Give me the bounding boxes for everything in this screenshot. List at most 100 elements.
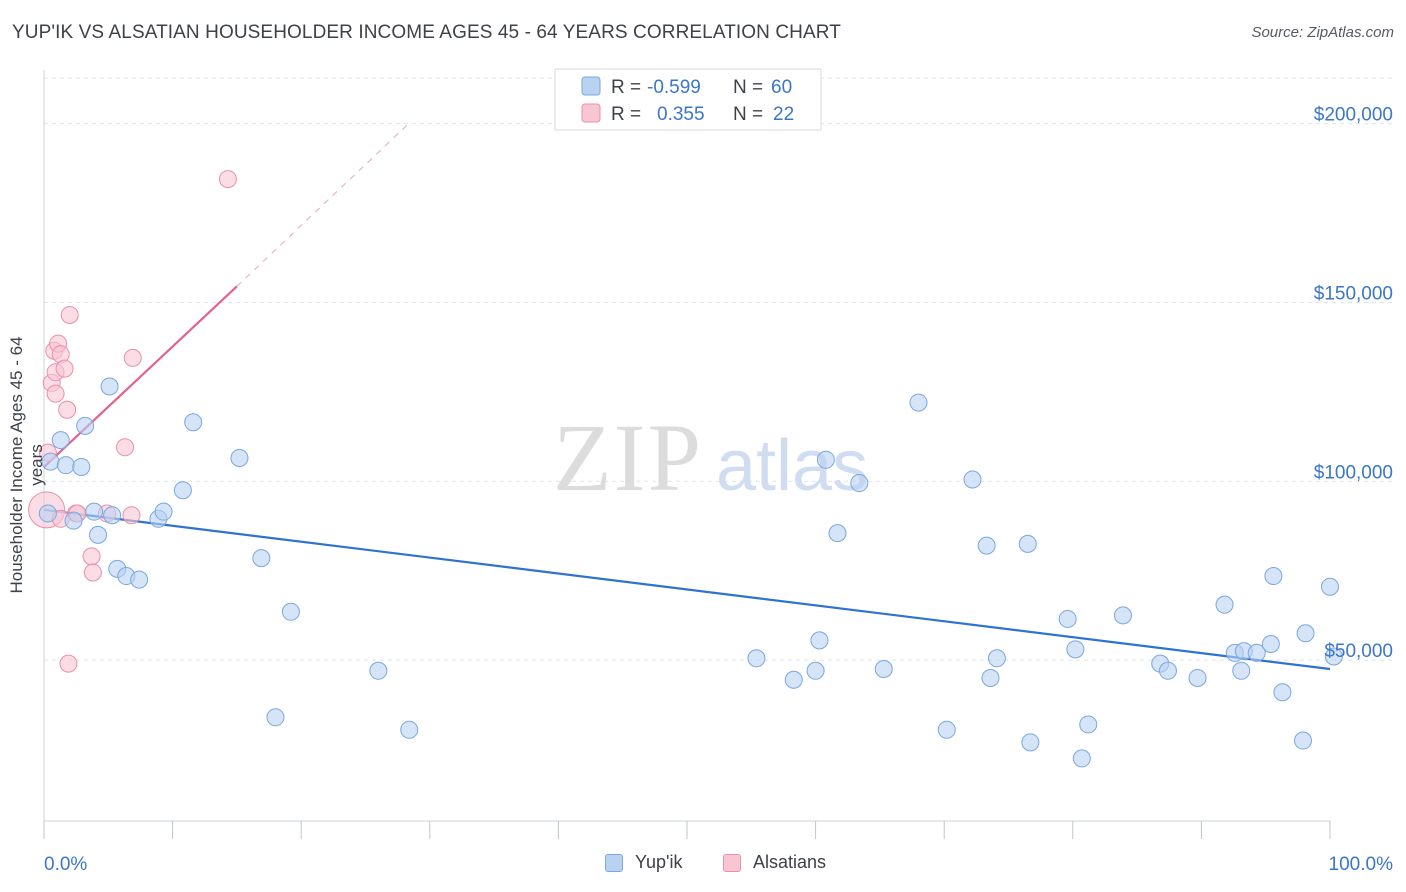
point-yupik xyxy=(1113,606,1132,625)
trend-line-alsatians xyxy=(43,285,238,468)
point-alsatians xyxy=(83,563,102,582)
source-label: Source: ZipAtlas.com xyxy=(1251,24,1394,41)
x-tick-labels: 0.0% 100.0% xyxy=(44,854,1393,875)
point-yupik xyxy=(72,457,91,476)
point-yupik xyxy=(1296,624,1315,643)
point-yupik xyxy=(816,450,835,469)
point-yupik xyxy=(909,393,928,412)
y-tick-label: $200,000 xyxy=(1314,105,1393,126)
point-yupik xyxy=(1321,577,1339,596)
trend-line-alsatians-extension xyxy=(236,121,411,287)
point-yupik xyxy=(963,470,982,489)
point-yupik xyxy=(1261,634,1280,653)
point-yupik xyxy=(89,525,108,544)
point-yupik xyxy=(937,720,956,739)
watermark: ZIP atlas xyxy=(553,404,868,511)
point-alsatians xyxy=(46,384,65,403)
point-yupik xyxy=(977,536,996,555)
point-yupik xyxy=(154,502,173,521)
legend-bottom-label-alsatians: Alsatians xyxy=(753,852,827,872)
legend-r-label-alsatians: R = xyxy=(611,104,641,125)
point-yupik xyxy=(1293,731,1312,750)
point-yupik xyxy=(1324,647,1343,666)
legend-bottom-item-yupik: Yup'ik xyxy=(605,852,682,873)
point-alsatians xyxy=(218,170,237,189)
y-axis-label: Householder Income Ages 45 - 64 years xyxy=(7,336,46,594)
point-yupik xyxy=(64,511,83,530)
point-yupik xyxy=(369,661,388,680)
point-yupik xyxy=(1158,661,1177,680)
data-points xyxy=(28,170,1343,768)
legend-r-value-alsatians: 0.355 xyxy=(657,104,705,125)
point-yupik xyxy=(1058,609,1077,628)
point-yupik xyxy=(1215,595,1234,614)
legend-bottom: Yup'ik Alsatians xyxy=(0,852,1406,878)
watermark-zip: ZIP xyxy=(553,404,703,511)
legend-n-value-yupik: 60 xyxy=(771,77,792,98)
y-tick-label: $100,000 xyxy=(1314,462,1393,483)
point-yupik xyxy=(230,449,249,468)
point-yupik xyxy=(85,502,104,521)
point-alsatians xyxy=(59,654,78,673)
point-yupik xyxy=(828,524,847,543)
point-yupik xyxy=(810,631,829,650)
point-yupik xyxy=(1079,715,1098,734)
chart-title: YUP'IK VS ALSATIAN HOUSEHOLDER INCOME AG… xyxy=(12,22,841,43)
point-alsatians xyxy=(60,305,79,324)
legend-n-label-yupik: N = xyxy=(733,77,763,98)
point-alsatians xyxy=(58,400,77,419)
point-yupik xyxy=(400,720,419,739)
point-alsatians xyxy=(123,348,142,367)
x-tick-label-max: 100.0% xyxy=(1329,854,1394,875)
y-tick-labels: $50,000 $100,000 $150,000 $200,000 xyxy=(1314,105,1393,662)
point-yupik xyxy=(1066,640,1085,659)
legend-bottom-item-alsatians: Alsatians xyxy=(723,852,826,873)
point-yupik xyxy=(51,431,70,450)
point-yupik xyxy=(103,506,122,525)
point-alsatians xyxy=(122,506,141,525)
point-alsatians xyxy=(82,547,101,566)
y-tick-label: $50,000 xyxy=(1324,641,1393,662)
legend-bottom-swatch-alsatians xyxy=(723,853,741,872)
point-yupik xyxy=(56,456,75,475)
point-yupik xyxy=(784,670,803,689)
point-yupik xyxy=(874,660,893,679)
point-yupik xyxy=(1072,749,1091,768)
point-yupik xyxy=(100,377,119,396)
legend-swatch-yupik xyxy=(581,76,601,96)
point-yupik xyxy=(38,504,57,523)
point-alsatians xyxy=(55,359,74,378)
legend-bottom-label-yupik: Yup'ik xyxy=(635,852,683,872)
point-yupik xyxy=(1021,733,1040,752)
legend-top: R = -0.599 N = 60 R = 0.355 N = 22 xyxy=(554,68,822,131)
point-yupik xyxy=(184,413,203,432)
point-yupik xyxy=(981,668,1000,687)
point-yupik xyxy=(850,474,869,493)
point-yupik xyxy=(281,602,300,621)
legend-n-value-alsatians: 22 xyxy=(773,104,794,125)
x-tick-label-min: 0.0% xyxy=(44,854,87,875)
point-yupik xyxy=(130,570,149,589)
point-yupik xyxy=(252,549,271,568)
point-yupik xyxy=(173,481,192,500)
legend-r-value-yupik: -0.599 xyxy=(647,77,701,98)
point-yupik xyxy=(806,661,825,680)
legend-swatch-alsatians xyxy=(581,103,601,123)
legend-bottom-swatch-yupik xyxy=(605,853,623,872)
gridlines xyxy=(44,77,1396,661)
trend-lines xyxy=(43,121,1331,671)
point-yupik xyxy=(76,416,95,435)
watermark-atlas: atlas xyxy=(716,426,868,506)
point-yupik xyxy=(1232,661,1251,680)
point-yupik xyxy=(1264,567,1283,586)
point-yupik xyxy=(987,649,1006,668)
point-yupik xyxy=(747,649,766,668)
point-yupik xyxy=(266,708,285,727)
legend-r-label-yupik: R = xyxy=(611,77,641,98)
point-yupik xyxy=(1273,683,1292,702)
legend-n-label-alsatians: N = xyxy=(733,104,763,125)
point-alsatians xyxy=(116,438,135,457)
trend-line-yupik xyxy=(43,508,1331,671)
point-yupik xyxy=(1188,668,1207,687)
